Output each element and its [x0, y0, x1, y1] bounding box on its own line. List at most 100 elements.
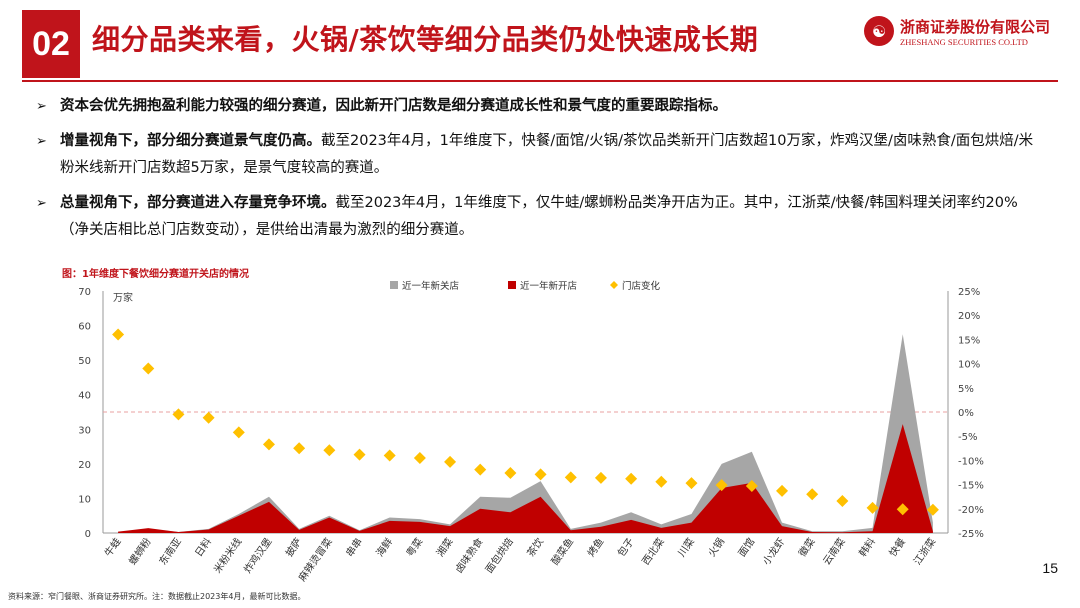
x-category-label: 川菜 — [676, 536, 697, 559]
y-left-tick-label: 0 — [85, 529, 91, 540]
x-category-label: 快餐 — [886, 535, 908, 559]
y-left-tick-label: 60 — [78, 322, 91, 333]
y-right-tick-label: -25% — [958, 529, 984, 540]
store-change-point — [806, 488, 819, 501]
legend-label: 门店变化 — [622, 280, 661, 292]
store-change-point — [866, 501, 879, 514]
bullet-bold-text: 总量视角下，部分赛道进入存量竞争环境。 — [60, 195, 336, 211]
x-category-label: 面馆 — [735, 535, 757, 559]
y-right-tick-label: -10% — [958, 456, 984, 467]
store-change-point — [172, 408, 185, 421]
y-left-tick-label: 50 — [78, 356, 91, 367]
store-change-point — [594, 471, 607, 484]
area-series-0 — [118, 334, 933, 533]
legend-swatch-square — [508, 281, 516, 289]
x-category-label: 卤味熟食 — [452, 535, 486, 575]
store-change-point — [323, 444, 336, 457]
x-category-label: 茶饮 — [524, 535, 546, 559]
store-change-point — [444, 455, 457, 468]
header-divider — [22, 80, 1058, 82]
source-note: 资料来源：窄门餐眼、浙商证券研究所。注：数据截止2023年4月，最新可比数据。 — [8, 592, 306, 601]
bullet-arrow-icon: ➢ — [36, 134, 47, 149]
x-category-label: 湘菜 — [433, 535, 455, 559]
x-category-label: 火锅 — [706, 536, 727, 559]
y-left-tick-label: 30 — [78, 425, 91, 436]
store-change-point — [655, 475, 668, 488]
x-category-label: 烤鱼 — [584, 535, 606, 559]
store-change-point — [353, 448, 366, 461]
y-left-tick-label: 40 — [78, 391, 91, 402]
store-change-point — [926, 503, 939, 516]
store-open-close-chart: 0 10 20 30 40 50 60 70 万家 25% 20% 15% 10% 5% 0% -5% -10%… — [78, 280, 984, 584]
store-change-point — [232, 426, 245, 439]
y-right-tick-label: 0% — [958, 408, 974, 419]
store-change-point — [142, 362, 155, 375]
store-change-point — [715, 479, 728, 492]
x-category-label: 东南亚 — [156, 535, 184, 567]
legend-label: 近一年新开店 — [520, 280, 577, 292]
y-left-tick-label: 10 — [78, 494, 91, 505]
y-right-tick-label: 5% — [958, 384, 974, 395]
store-change-point — [625, 472, 638, 485]
store-change-point — [836, 495, 849, 508]
company-logo: ☯ 浙商证券股份有限公司 ZHESHANG SECURITIES CO.LTD — [864, 16, 1064, 56]
store-change-point — [534, 468, 547, 481]
y-left-unit-label: 万家 — [113, 291, 133, 304]
store-change-point — [383, 449, 396, 462]
page-number: 15 — [1042, 560, 1058, 576]
store-change-point — [745, 480, 758, 493]
x-category-label: 韩料 — [856, 535, 878, 559]
bullet-list: ➢ 资本会优先拥抱盈利能力较强的细分赛道，因此新开门店数是细分赛道成长性和景气度… — [36, 93, 1036, 252]
logo-name-en: ZHESHANG SECURITIES CO.LTD — [900, 37, 1028, 47]
bullet-bold-text: 资本会优先拥抱盈利能力较强的细分赛道，因此新开门店数是细分赛道成长性和景气度的重… — [60, 98, 727, 114]
y-left-tick-label: 20 — [78, 460, 91, 471]
x-category-label: 包子 — [614, 535, 636, 559]
store-change-point — [202, 411, 215, 424]
bullet-arrow-icon: ➢ — [36, 196, 47, 211]
bullet-text: 截至2023年4月，1年维度下，快餐/面馆/火锅/茶饮品类新开门店数超10万家，… — [60, 133, 1034, 176]
y-right-tick-label: -15% — [958, 481, 984, 492]
store-change-point — [293, 442, 306, 455]
x-category-label: 江浙菜 — [911, 536, 938, 567]
x-category-label: 粤菜 — [403, 535, 425, 559]
bullet-bold-text: 增量视角下，部分细分赛道景气度仍高。 — [60, 133, 321, 149]
section-number: 02 — [22, 10, 80, 78]
y-right-tick-label: 20% — [958, 311, 980, 322]
y-right-tick-label: 25% — [958, 287, 980, 298]
x-category-label: 日料 — [192, 535, 214, 559]
store-change-point — [896, 503, 909, 516]
x-category-label: 螺蛳粉 — [126, 535, 154, 567]
legend-swatch-square — [390, 281, 398, 289]
store-change-point — [262, 438, 275, 451]
y-right-tick-label: 10% — [958, 360, 980, 371]
store-change-point — [474, 463, 487, 476]
area-series-1 — [118, 424, 933, 533]
x-category-label: 云南菜 — [820, 535, 848, 567]
x-category-label: 小龙虾 — [760, 535, 788, 567]
store-change-point — [112, 328, 125, 341]
legend-swatch-diamond — [610, 281, 618, 289]
y-right-tick-label: 15% — [958, 335, 980, 346]
bullet-text: 截至2023年4月，1年维度下，仅牛蛙/螺蛳粉品类净开店为正。其中，江浙菜/快餐… — [60, 195, 1018, 238]
x-category-label: 米粉米线 — [211, 535, 245, 575]
x-category-label: 徽菜 — [796, 535, 818, 559]
y-right-tick-label: -20% — [958, 505, 984, 516]
bullet-item: ➢ 资本会优先拥抱盈利能力较强的细分赛道，因此新开门店数是细分赛道成长性和景气度… — [36, 93, 1036, 120]
x-category-label: 牛蛙 — [101, 535, 123, 559]
logo-icon: ☯ — [864, 16, 894, 46]
x-category-label: 面包烘焙 — [482, 535, 516, 575]
store-change-point — [413, 451, 426, 464]
bullet-item: ➢ 总量视角下，部分赛道进入存量竞争环境。截至2023年4月，1年维度下，仅牛蛙… — [36, 190, 1036, 244]
store-change-point — [685, 477, 698, 490]
store-change-point — [564, 471, 577, 484]
bullet-arrow-icon: ➢ — [36, 99, 47, 114]
bullet-item: ➢ 增量视角下，部分细分赛道景气度仍高。截至2023年4月，1年维度下，快餐/面… — [36, 128, 1036, 182]
store-change-point — [504, 466, 517, 479]
y-left-tick-label: 70 — [78, 287, 91, 298]
x-category-label: 披萨 — [282, 535, 304, 559]
store-change-point — [776, 484, 789, 497]
logo-name-cn: 浙商证券股份有限公司 — [900, 18, 1051, 36]
page-title: 细分品类来看，火锅/茶饮等细分品类仍处快速成长期 — [92, 23, 759, 56]
x-category-label: 海鲜 — [373, 535, 395, 559]
chart-caption: 图：1年维度下餐饮细分赛道开关店的情况 — [62, 269, 249, 280]
